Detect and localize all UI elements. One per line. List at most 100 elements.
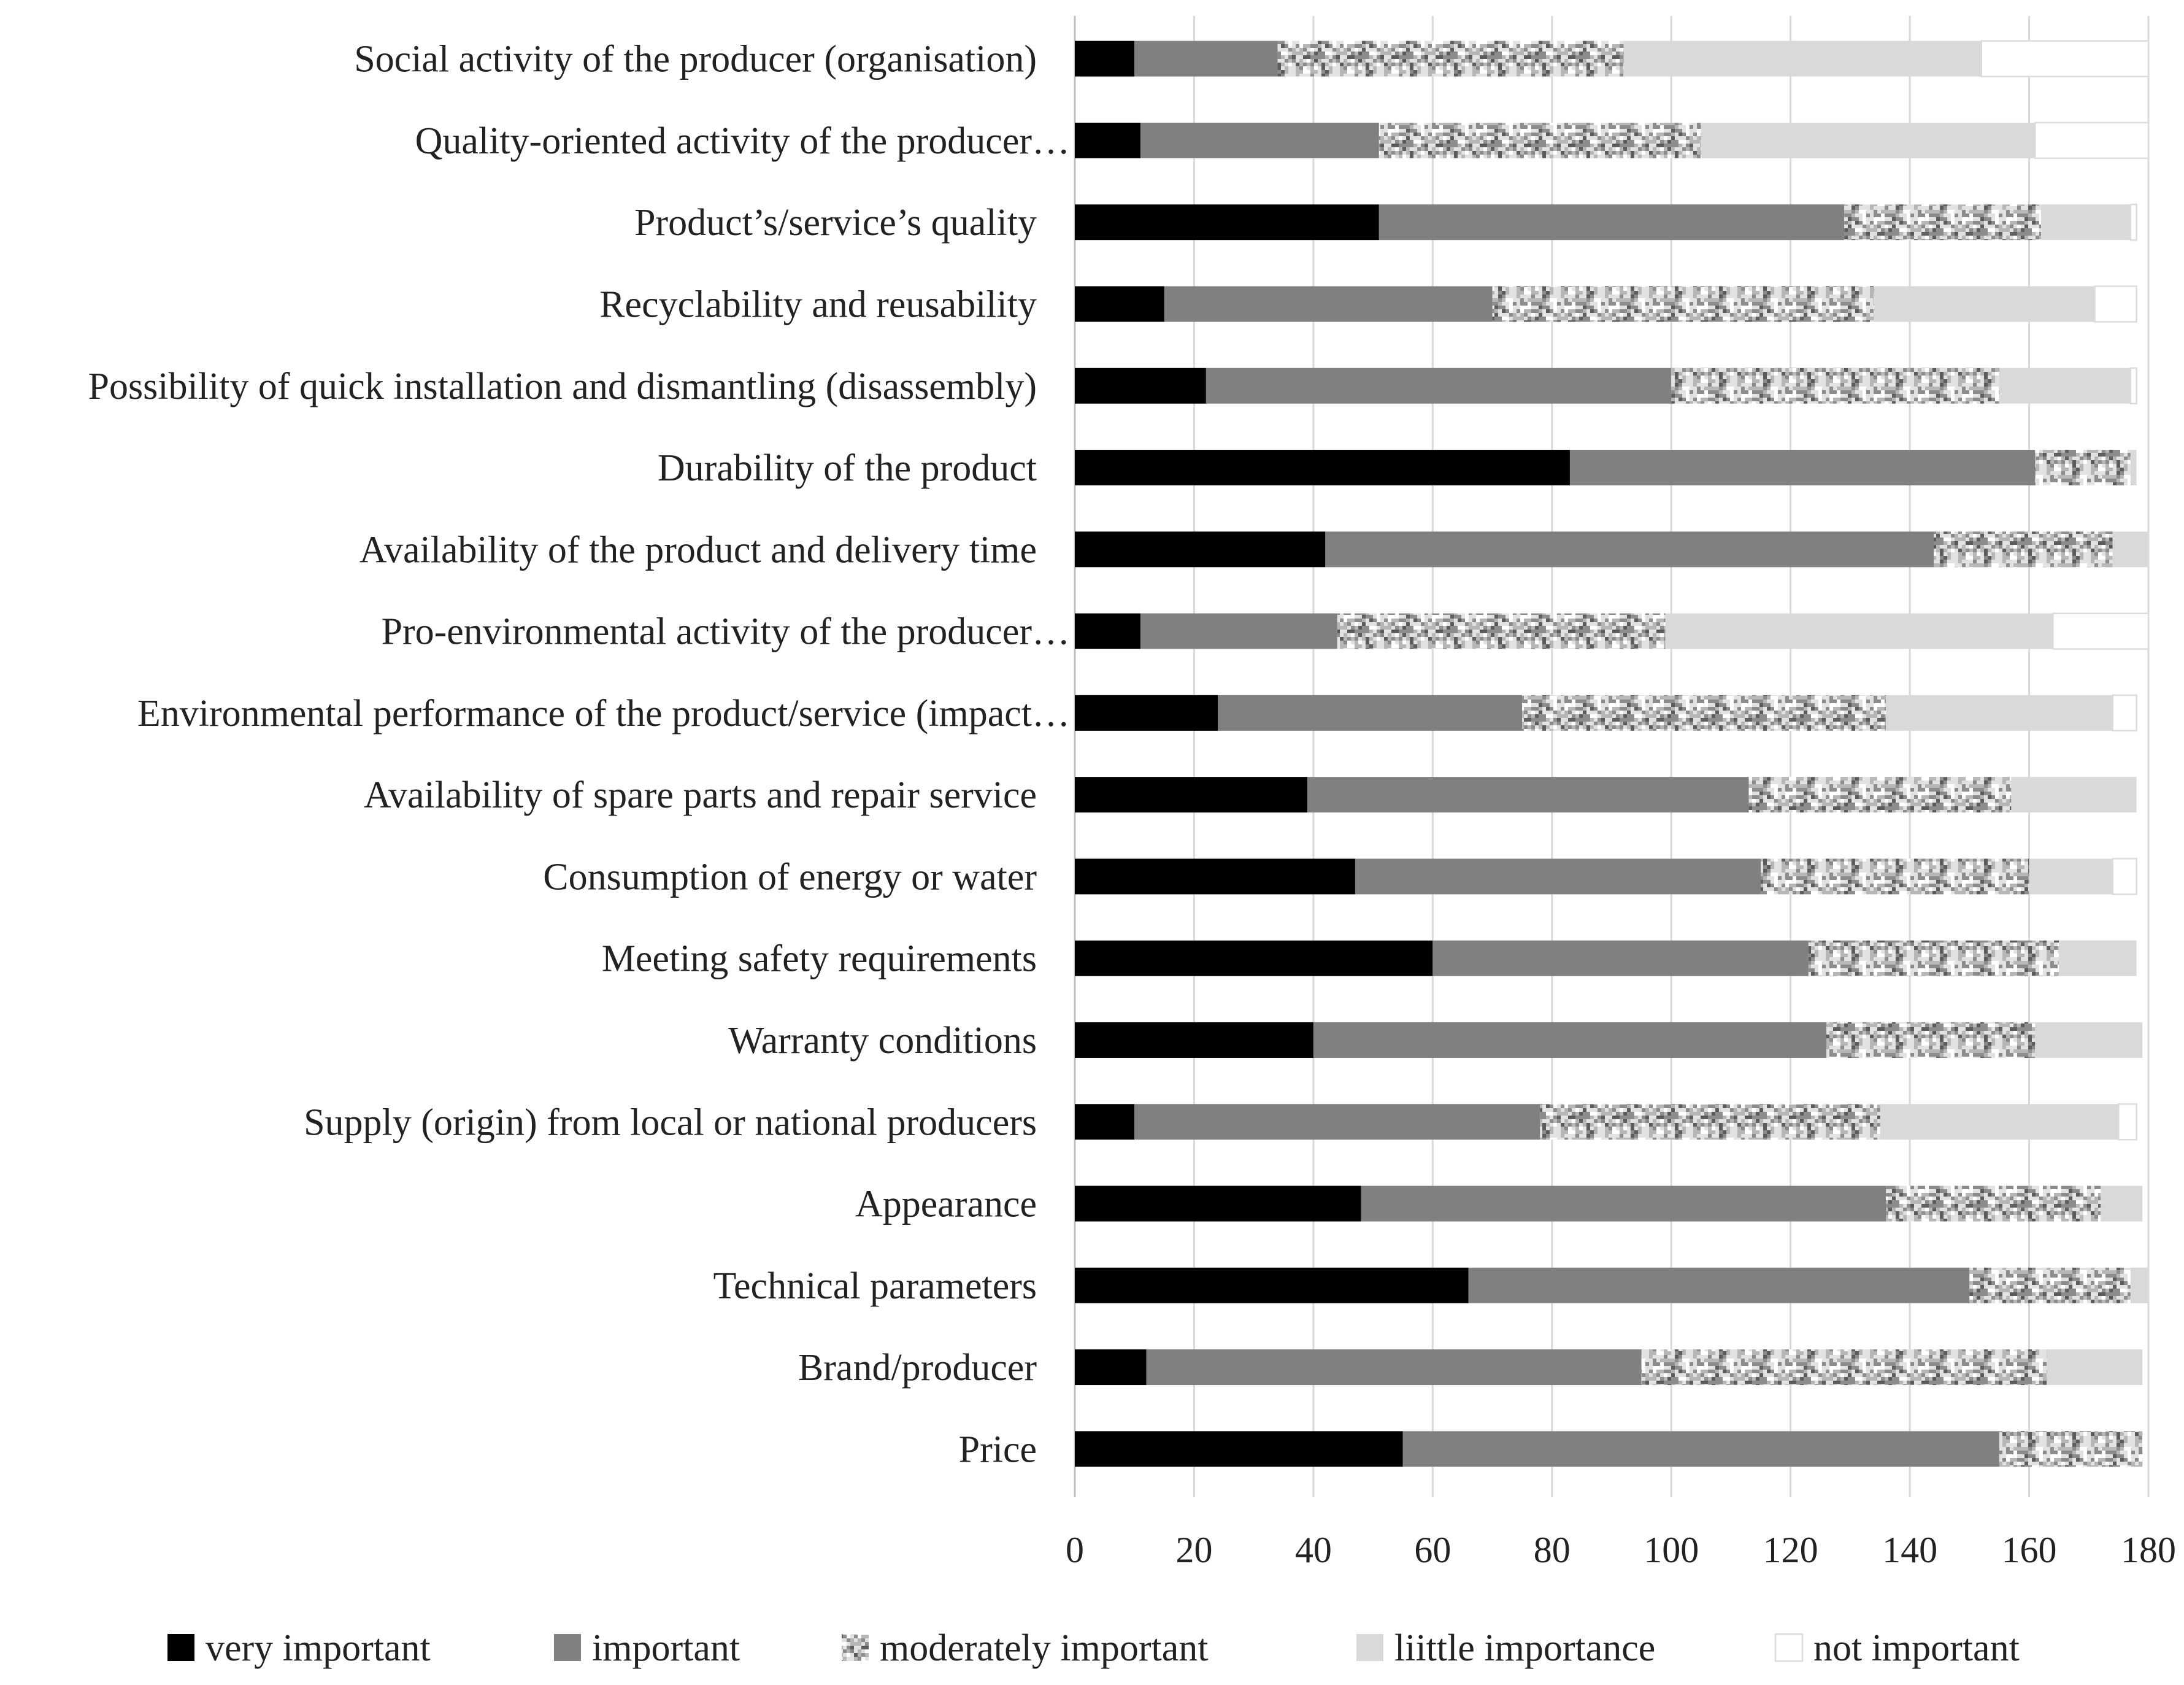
bar-segment-moderately-important xyxy=(1671,368,1999,404)
bar-segment-not-important xyxy=(2094,285,2137,323)
bar-segment-very-important xyxy=(1075,940,1433,976)
bar-segment-important xyxy=(1313,1022,1826,1058)
bar-segment-not-important xyxy=(2052,612,2150,650)
bar-segment-moderately-important xyxy=(1826,1022,2036,1058)
bar-segment-moderately-important xyxy=(1761,858,2029,895)
bar-segment-very-important xyxy=(1075,40,1135,77)
bar-segment-very-important xyxy=(1075,531,1326,568)
category-label: Environmental performance of the product… xyxy=(137,693,1070,735)
bar-segment-very-important xyxy=(1075,368,1206,404)
bar-segment-moderately-important xyxy=(1540,1104,1880,1140)
bar-segment-very-important xyxy=(1075,1349,1147,1386)
bar-segment-very-important xyxy=(1075,1186,1361,1222)
bar-segments xyxy=(1075,40,2150,1467)
x-tick-label: 120 xyxy=(1763,1530,1818,1570)
bar-segment-important xyxy=(1140,122,1379,158)
category-label: Availability of the product and delivery… xyxy=(360,529,1037,571)
x-axis-tick-labels: 0 20 40 60 80 100 120 140 160 180 xyxy=(1066,1530,2176,1570)
gridlines xyxy=(1193,16,2150,1497)
bar-segment-very-important xyxy=(1075,1104,1135,1140)
bar-segment-not-important xyxy=(2034,121,2150,160)
bar-segment-moderately-important xyxy=(1844,204,2041,241)
bar-segment-liittle-importance xyxy=(1623,40,1982,77)
bar-segment-very-important xyxy=(1075,1022,1313,1058)
category-label: Recyclability and reusability xyxy=(599,283,1037,325)
bar-segment-important xyxy=(1134,40,1278,77)
bar-segment-important xyxy=(1468,1267,1970,1303)
legend-swatch-liittle-importance xyxy=(1356,1634,1383,1661)
x-tick-label: 80 xyxy=(1534,1530,1571,1570)
bar-segment-important xyxy=(1355,858,1761,895)
bar-segment-moderately-important xyxy=(1969,1267,2131,1303)
category-label: Product’s/service’s quality xyxy=(634,202,1037,244)
bar-segment-liittle-importance xyxy=(2112,531,2148,568)
bar-segment-liittle-importance xyxy=(2035,1022,2143,1058)
legend-swatch-important xyxy=(554,1634,581,1661)
category-label: Social activity of the producer (organis… xyxy=(354,39,1037,80)
bar-segment-moderately-important xyxy=(1934,531,2113,568)
category-label: Pro-environmental activity of the produc… xyxy=(381,611,1070,653)
bar-segment-important xyxy=(1402,1431,1999,1467)
bar-segment-not-important xyxy=(2112,694,2137,732)
legend-swatch-not-important xyxy=(1774,1633,1804,1662)
bar-segment-liittle-importance xyxy=(2047,1349,2143,1386)
bar-segment-moderately-important xyxy=(1999,1431,2143,1467)
bar-segment-not-important xyxy=(2118,1103,2137,1141)
category-label: Technical parameters xyxy=(713,1265,1037,1307)
category-label: Consumption of energy or water xyxy=(543,856,1037,898)
bar-segment-moderately-important xyxy=(1886,1186,2101,1222)
bar-segment-liittle-importance xyxy=(2130,1267,2148,1303)
category-label: Meeting safety requirements xyxy=(602,938,1037,980)
bar-segment-important xyxy=(1164,286,1493,322)
bar-segment-very-important xyxy=(1075,858,1355,895)
legend-label-moderately-important: moderately important xyxy=(880,1627,1208,1669)
category-label: Appearance xyxy=(855,1184,1037,1225)
legend-label-very-important: very important xyxy=(206,1627,431,1669)
x-tick-label: 40 xyxy=(1295,1530,1332,1570)
bar-segment-moderately-important xyxy=(2035,450,2131,486)
bar-segment-moderately-important xyxy=(1522,695,1886,731)
bar-segment-important xyxy=(1146,1349,1642,1386)
category-label: Warranty conditions xyxy=(728,1020,1037,1062)
category-label: Possibility of quick installation and di… xyxy=(88,366,1037,407)
bar-segment-very-important xyxy=(1075,450,1570,486)
x-tick-label: 160 xyxy=(2002,1530,2057,1570)
legend-label-liittle-importance: liittle importance xyxy=(1394,1627,1655,1669)
bar-segment-important xyxy=(1432,940,1809,976)
bar-segment-moderately-important xyxy=(1378,122,1701,158)
bar-segment-liittle-importance xyxy=(2029,858,2113,895)
bar-segment-moderately-important xyxy=(1337,613,1666,649)
bar-segment-liittle-importance xyxy=(2011,777,2137,813)
bar-segment-very-important xyxy=(1075,286,1164,322)
bar-segment-moderately-important xyxy=(1748,777,2012,813)
bar-segment-moderately-important xyxy=(1641,1349,2047,1386)
bar-segment-not-important xyxy=(2112,858,2137,895)
bar-segment-liittle-importance xyxy=(1886,695,2113,731)
bar-segment-liittle-importance xyxy=(2041,204,2131,241)
bar-segment-not-important xyxy=(2129,203,2137,241)
legend-swatch-moderately-important xyxy=(842,1634,869,1661)
bar-segment-liittle-importance xyxy=(1874,286,2095,322)
x-tick-label: 100 xyxy=(1644,1530,1699,1570)
bar-segment-moderately-important xyxy=(1277,40,1624,77)
x-tick-label: 0 xyxy=(1066,1530,1084,1570)
category-label: Brand/producer xyxy=(798,1347,1037,1389)
bar-segment-liittle-importance xyxy=(1880,1104,2119,1140)
legend-label-not-important: not important xyxy=(1813,1627,2020,1669)
bar-segment-important xyxy=(1569,450,2036,486)
category-label: Supply (origin) from local or national p… xyxy=(304,1101,1037,1143)
category-label: Price xyxy=(959,1429,1037,1470)
x-tick-label: 140 xyxy=(1882,1530,1937,1570)
legend: very important important moderately import… xyxy=(167,1627,2020,1669)
bar-segment-very-important xyxy=(1075,613,1140,649)
x-tick-label: 180 xyxy=(2121,1530,2176,1570)
bar-segment-very-important xyxy=(1075,695,1218,731)
bar-segment-important xyxy=(1134,1104,1540,1140)
bar-segment-important xyxy=(1307,777,1749,813)
bar-segment-liittle-importance xyxy=(1701,122,2036,158)
x-tick-label: 20 xyxy=(1175,1530,1212,1570)
bar-segment-liittle-importance xyxy=(1665,613,2053,649)
bar-segment-important xyxy=(1205,368,1672,404)
